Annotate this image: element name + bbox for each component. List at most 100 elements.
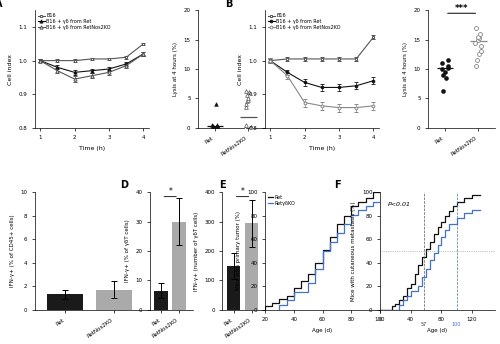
Ret	[442, 219, 448, 224]
RetγδKO	[334, 231, 340, 235]
RetγδKO	[312, 267, 318, 271]
Ret	[377, 190, 383, 194]
Ret	[284, 297, 290, 301]
Ret	[427, 247, 433, 251]
Ret	[370, 190, 376, 194]
X-axis label: Time (h): Time (h)	[308, 146, 335, 151]
Point	[438, 66, 446, 72]
Point	[473, 57, 481, 63]
RetγδKO	[408, 293, 414, 298]
Point	[210, 125, 218, 130]
Ret	[442, 214, 448, 218]
Ret	[396, 298, 402, 302]
X-axis label: Age (d): Age (d)	[428, 328, 448, 333]
Point	[243, 93, 251, 98]
RetγδKO	[438, 235, 444, 239]
RetγδKO	[326, 239, 332, 244]
Point	[214, 122, 222, 128]
RetγδKO	[427, 267, 433, 271]
Ret	[291, 293, 297, 298]
Bar	[154, 291, 168, 310]
Ret	[348, 214, 354, 218]
Ret	[434, 225, 440, 229]
Point	[478, 49, 486, 54]
RetγδKO	[416, 284, 422, 288]
Ret	[326, 248, 332, 252]
Text: B: B	[225, 0, 232, 9]
Ret	[404, 293, 410, 298]
Ret	[446, 209, 452, 213]
Point	[242, 104, 250, 110]
Line: RetγδKO: RetγδKO	[280, 202, 380, 310]
RetγδKO	[305, 290, 311, 294]
Bar	[172, 222, 186, 310]
Point	[246, 124, 254, 130]
RetγδKO	[430, 251, 436, 255]
Ret	[469, 196, 475, 200]
Point	[245, 90, 253, 95]
RetγδKO	[434, 251, 440, 255]
Point	[208, 123, 216, 129]
RetγδKO	[356, 213, 362, 217]
RetγδKO	[377, 308, 383, 312]
Point	[474, 36, 482, 41]
Ret	[412, 282, 418, 286]
Ret	[438, 219, 444, 224]
Point	[440, 72, 448, 78]
RetγδKO	[434, 243, 440, 247]
Ret	[341, 222, 347, 226]
Point	[244, 97, 252, 102]
RetγδKO	[396, 308, 402, 312]
Text: D: D	[120, 181, 128, 191]
Point	[444, 65, 452, 71]
Text: E: E	[219, 181, 226, 191]
Point	[441, 69, 449, 75]
RetγδKO	[284, 298, 290, 302]
Point	[248, 125, 256, 130]
Ret	[262, 304, 268, 308]
Point	[444, 63, 452, 69]
RetγδKO	[370, 204, 376, 208]
RetγδKO	[404, 293, 410, 298]
RetγδKO	[276, 303, 282, 307]
RetγδKO	[469, 208, 475, 212]
Bar	[47, 294, 84, 310]
Ret	[284, 293, 290, 298]
Legend: B16, B16 + γδ from Ret, B16 + γδ from RetNos2KO: B16, B16 + γδ from Ret, B16 + γδ from Re…	[268, 13, 341, 30]
Ret	[423, 255, 429, 259]
Ret	[334, 222, 340, 226]
RetγδKO	[438, 243, 444, 247]
Point	[241, 125, 249, 130]
RetγδKO	[320, 249, 326, 253]
Y-axis label: IFN-γ+ (number of γδT cells): IFN-γ+ (number of γδT cells)	[194, 211, 198, 291]
Ret	[408, 282, 414, 286]
Ret	[454, 200, 460, 204]
Text: A: A	[0, 0, 2, 9]
Point	[444, 57, 452, 63]
Ret	[262, 308, 268, 312]
Ret	[446, 214, 452, 218]
Text: P<0.01: P<0.01	[388, 202, 410, 207]
Point	[212, 124, 220, 130]
Ret	[392, 304, 398, 308]
Bar	[96, 290, 132, 310]
Point	[208, 122, 216, 128]
Ret	[362, 200, 368, 204]
RetγδKO	[334, 239, 340, 244]
RetγδKO	[469, 211, 475, 215]
RetγδKO	[442, 235, 448, 239]
Ret	[356, 200, 362, 204]
Ret	[392, 302, 398, 306]
Ret	[362, 196, 368, 200]
Point	[214, 125, 222, 130]
Ret	[320, 261, 326, 265]
Legend: Ret, RetγδKO: Ret, RetγδKO	[268, 195, 295, 207]
Ret	[430, 233, 436, 237]
RetγδKO	[454, 222, 460, 226]
Ret	[326, 235, 332, 239]
Ret	[450, 209, 456, 213]
Legend: B16, B16 + γδ from Ret, B16 + γδ from RetNos2KO: B16, B16 + γδ from Ret, B16 + γδ from Re…	[38, 13, 111, 30]
Ret	[454, 204, 460, 208]
Point	[438, 88, 446, 94]
Ret	[400, 293, 406, 298]
